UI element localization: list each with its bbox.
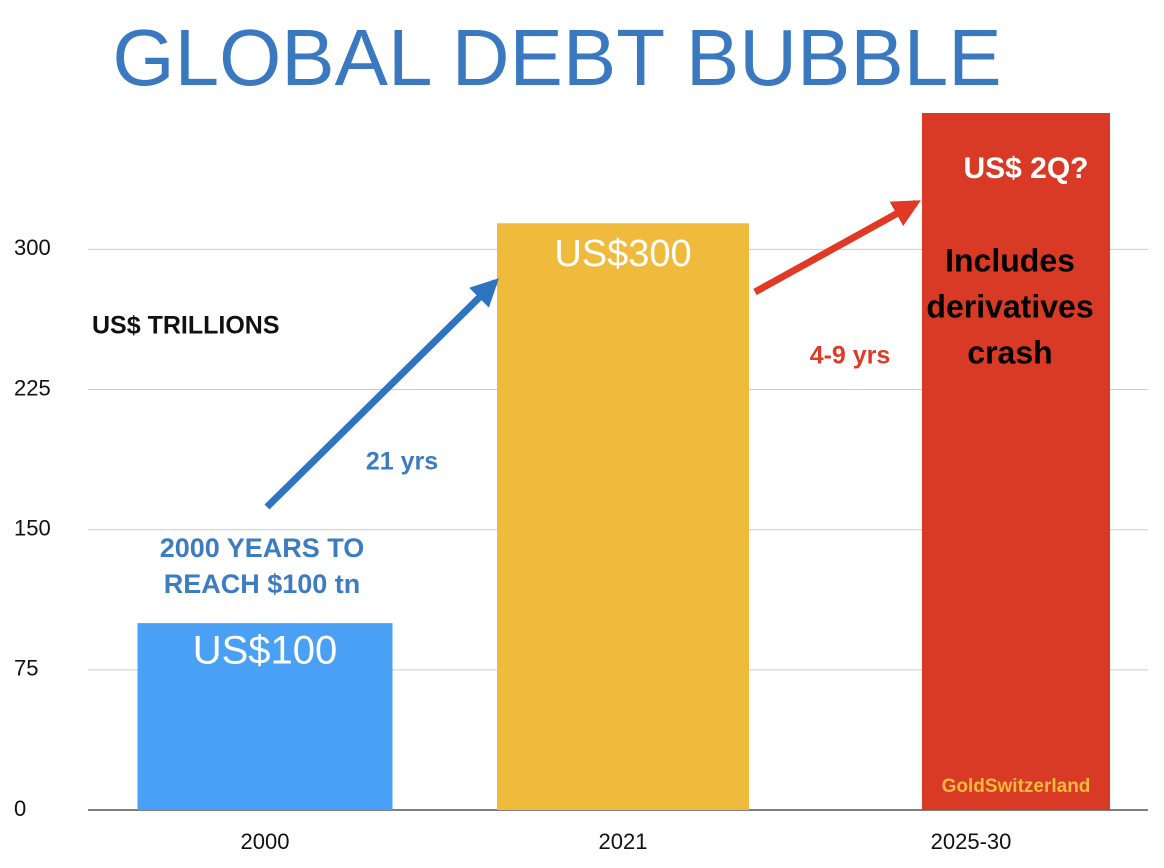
annotation: REACH $100 tn: [164, 569, 361, 599]
annotation: derivatives: [926, 288, 1093, 324]
bar-label: US$100: [193, 629, 338, 673]
credit: GoldSwitzerland: [942, 776, 1091, 797]
bar-label: US$300: [554, 233, 691, 275]
chart-title: GLOBAL DEBT BUBBLE: [112, 13, 1001, 102]
x-tick-label: 2021: [599, 829, 648, 854]
annotation: 4-9 yrs: [810, 342, 891, 370]
x-tick-label: 2025-30: [931, 829, 1012, 854]
y-tick-label: 300: [14, 235, 51, 260]
annotation: 21 yrs: [366, 448, 438, 476]
annotation: crash: [967, 334, 1052, 370]
arrow: [753, 199, 921, 296]
axis-label: US$ TRILLIONS: [92, 312, 280, 340]
bar: [497, 223, 749, 810]
bar: [137, 623, 393, 810]
annotation: Includes: [945, 242, 1075, 278]
annotation: 2000 YEARS TO: [160, 533, 365, 563]
y-tick-label: 0: [14, 796, 26, 821]
y-tick-label: 75: [14, 656, 38, 681]
y-tick-label: 150: [14, 516, 51, 541]
arrow: [264, 278, 499, 510]
bar-label: US$ 2Q?: [963, 152, 1088, 185]
bar: [922, 113, 1110, 810]
x-tick-label: 2000: [241, 829, 290, 854]
y-tick-label: 225: [14, 375, 51, 400]
